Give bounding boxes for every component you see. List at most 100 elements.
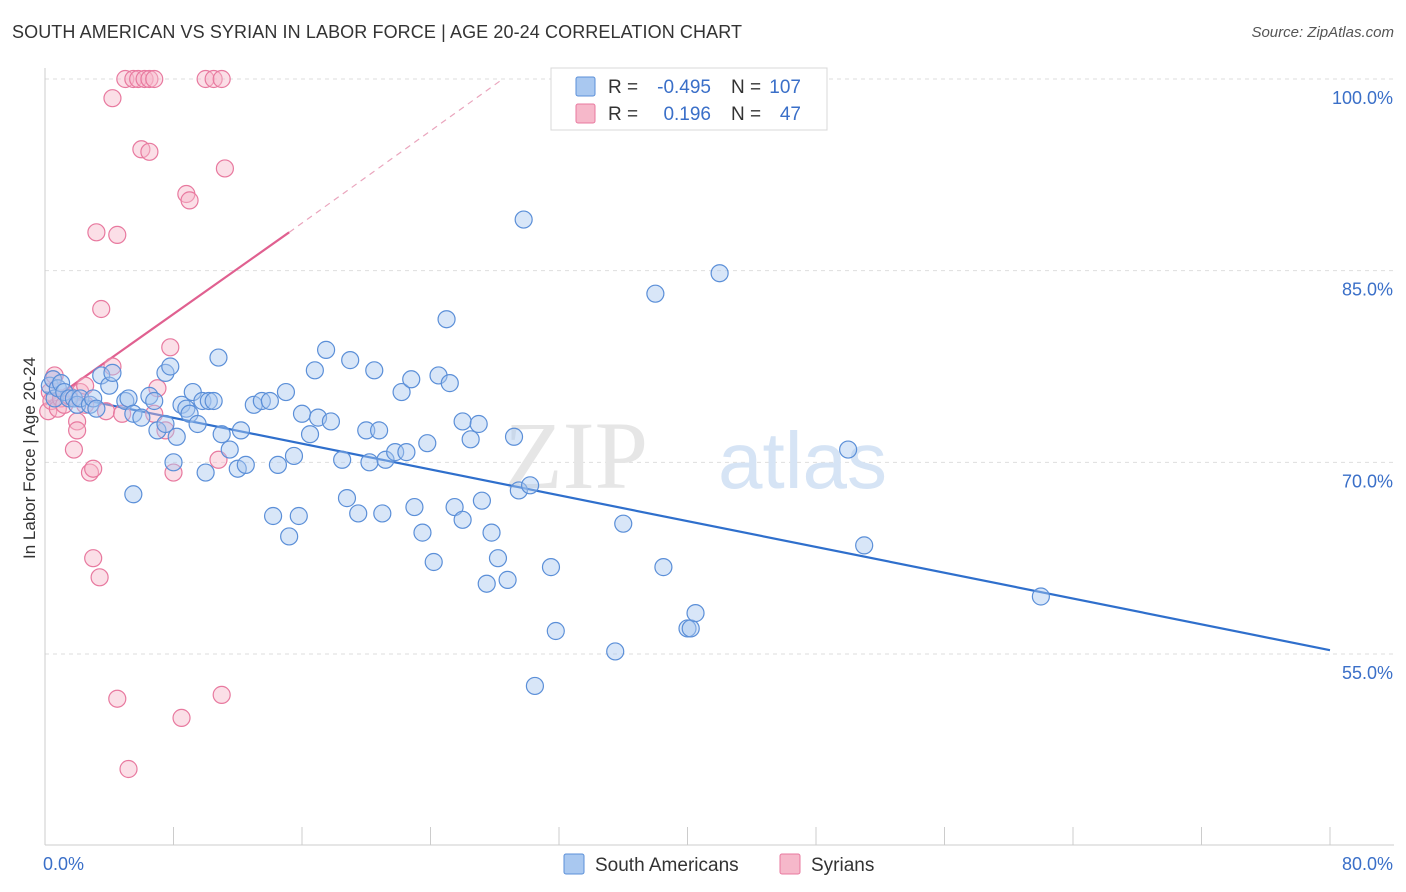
south-americans-point-53 — [292, 404, 312, 423]
south-americans-point-48 — [268, 455, 288, 474]
x-tick-label-0: 0.0% — [43, 854, 84, 874]
south-americans-point-81 — [453, 412, 472, 431]
syrians-point-28 — [119, 759, 138, 779]
syrians-point-20 — [92, 299, 111, 319]
x-tick-labels: 0.0% 80.0% — [43, 854, 1393, 874]
legend-swatch-blue — [575, 76, 596, 97]
south-americans-point-43 — [236, 455, 255, 474]
legend-r-value-1: -0.495 — [657, 77, 711, 98]
bottom-legend-swatch-pink — [779, 853, 801, 875]
south-americans-point-72 — [402, 370, 421, 389]
legend-n-label-2: N = — [731, 104, 761, 125]
south-americans-point-100 — [654, 558, 673, 577]
south-americans-point-33 — [188, 414, 207, 434]
south-americans-point-105 — [839, 440, 858, 459]
bottom-legend-swatch-blue — [563, 853, 585, 875]
south-americans-point-98 — [614, 514, 633, 533]
south-americans-point-73 — [405, 497, 424, 517]
south-americans-point-39 — [212, 425, 231, 444]
syrians-point-39 — [161, 338, 180, 357]
bottom-legend-label-south-americans: South Americans — [595, 855, 739, 876]
south-americans-point-52 — [289, 506, 308, 526]
syrians-point-17 — [84, 549, 103, 568]
south-americans-point-90 — [504, 427, 524, 446]
south-americans-point-46 — [260, 391, 279, 411]
south-americans-point-58 — [321, 412, 341, 431]
legend-r-label-1: R = — [608, 77, 638, 98]
south-americans-point-38 — [209, 348, 228, 367]
x-tick-label-1: 80.0% — [1342, 854, 1393, 874]
south-americans-point-97 — [606, 642, 625, 661]
south-americans-point-63 — [357, 421, 376, 440]
south-americans-point-106 — [855, 536, 874, 555]
south-americans-point-107 — [1031, 587, 1050, 606]
south-americans-point-35 — [196, 463, 215, 482]
south-americans-point-65 — [365, 361, 384, 380]
syrians-point-16 — [84, 459, 103, 478]
trend-line-south-americans — [44, 390, 1331, 652]
south-americans-point-62 — [349, 504, 368, 523]
axes — [44, 68, 1394, 846]
south-americans-point-51 — [284, 446, 304, 466]
south-americans-point-74 — [413, 523, 432, 542]
south-americans-point-9 — [71, 389, 90, 408]
south-americans-point-36 — [199, 391, 218, 411]
syrians-point-24 — [108, 225, 127, 244]
south-americans-point-75 — [418, 434, 437, 453]
south-americans-point-47 — [263, 506, 283, 526]
y-axis-label: In Labor Force | Age 20-24 — [20, 357, 39, 559]
south-americans-point-82 — [453, 510, 472, 529]
south-americans-point-12 — [87, 399, 106, 418]
legend-r-label-2: R = — [608, 104, 638, 125]
south-americans-points — [40, 210, 1050, 696]
south-americans-point-49 — [276, 382, 296, 402]
trend-lines — [44, 78, 1331, 652]
south-americans-point-42 — [231, 421, 251, 440]
south-americans-point-86 — [477, 574, 496, 593]
south-americans-point-102 — [681, 619, 700, 638]
syrians-point-34 — [140, 69, 159, 89]
legend-box: R = -0.495 N = 107 R = 0.196 N = 47 — [550, 67, 828, 131]
south-americans-point-78 — [437, 310, 456, 329]
south-americans-point-37 — [204, 391, 223, 411]
south-americans-point-54 — [300, 425, 320, 444]
watermark: ZIP atlas — [504, 402, 887, 509]
south-americans-point-71 — [397, 443, 416, 462]
south-americans-point-89 — [498, 570, 517, 589]
watermark-atlas: atlas — [718, 416, 887, 505]
y-tick-label-2: 70.0% — [1342, 471, 1393, 491]
y-tick-label-1: 85.0% — [1342, 280, 1393, 300]
syrians-point-35 — [145, 69, 164, 89]
south-americans-point-17 — [119, 389, 138, 408]
syrians-point-9 — [64, 440, 84, 459]
south-americans-point-91 — [509, 481, 528, 500]
syrians-point-48 — [212, 69, 231, 89]
south-americans-point-27 — [164, 453, 183, 472]
south-americans-point-19 — [124, 485, 143, 504]
legend-swatch-pink — [575, 103, 596, 124]
south-americans-point-64 — [360, 453, 379, 472]
south-americans-point-25 — [156, 414, 175, 434]
syrians-point-46 — [209, 450, 228, 469]
south-americans-point-79 — [440, 374, 459, 393]
legend-r-value-2: 0.196 — [663, 104, 711, 125]
south-americans-point-104 — [710, 264, 729, 283]
south-americans-point-94 — [525, 676, 545, 696]
south-americans-point-21 — [140, 386, 159, 405]
south-americans-point-55 — [305, 361, 324, 380]
south-americans-point-95 — [541, 558, 561, 577]
y-tick-labels: 100.0% 85.0% 70.0% 55.0% — [1332, 88, 1393, 683]
syrians-point-43 — [180, 191, 199, 210]
syrians-point-33 — [140, 142, 159, 161]
syrians-point-32 — [135, 69, 154, 89]
south-americans-point-28 — [167, 427, 186, 446]
south-americans-point-2 — [45, 389, 64, 408]
trend-line-syrians-extension — [288, 78, 504, 233]
y-tick-label-0: 100.0% — [1332, 88, 1393, 108]
watermark-zip: ZIP — [504, 402, 648, 509]
syrians-point-19 — [90, 568, 109, 587]
south-americans-point-103 — [686, 604, 705, 623]
syrians-point-47 — [212, 685, 231, 704]
syrians-point-49 — [215, 159, 234, 178]
